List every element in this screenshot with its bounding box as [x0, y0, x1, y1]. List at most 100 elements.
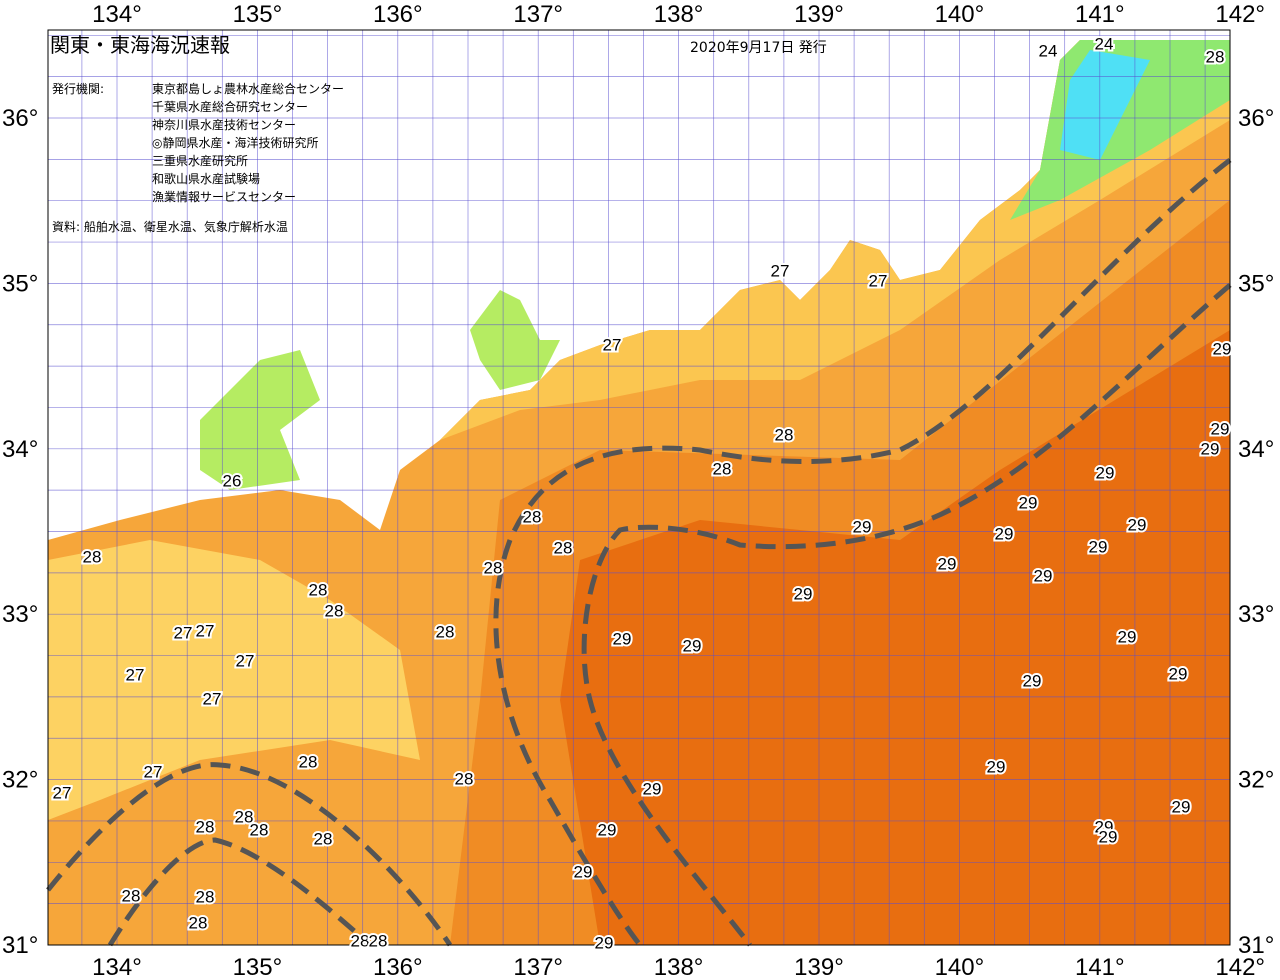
lon-label: 140° [935, 1, 985, 28]
issuer: 漁業情報サービスセンター [152, 190, 296, 204]
contour-label: 28 [235, 807, 254, 826]
eddy-path [46, 762, 453, 947]
map-frame [47, 29, 1231, 946]
contour-label: 29 [643, 779, 662, 798]
issuer: 東京都島しょ農林水産総合センター [152, 81, 344, 96]
contour-label: 28 [351, 931, 370, 950]
contour-label: 27 [203, 689, 222, 708]
contour-label: 28 [484, 558, 503, 577]
contour-label: 29 [683, 636, 702, 655]
lat-label: 33° [2, 601, 38, 628]
contour-label: 28 [1206, 47, 1225, 66]
contour-label: 28 [455, 769, 474, 788]
warmest-water [560, 330, 1230, 945]
contour-label: 27 [869, 271, 888, 290]
lat-label: 33° [1238, 601, 1274, 628]
contour-label: 29 [794, 584, 813, 603]
contour-label: 27 [53, 783, 72, 802]
contour-label: 28 [523, 507, 542, 526]
current-axis [46, 158, 1232, 947]
lat-label: 36° [2, 105, 38, 132]
contour-label: 29 [1089, 537, 1108, 556]
contour-label: 29 [1034, 566, 1053, 585]
contour-label: 27 [603, 335, 622, 354]
grid [48, 30, 1230, 945]
coastal-water [440, 40, 1230, 440]
lon-label: 141° [1075, 954, 1125, 980]
lon-label: 138° [654, 1, 704, 28]
lon-label: 134° [92, 954, 142, 980]
lon-label: 136° [373, 954, 423, 980]
issuer: 神奈川県水産技術センター [152, 117, 296, 132]
cold-water [1060, 50, 1150, 160]
contour-label: 28 [299, 752, 318, 771]
contour-label: 24 [1039, 41, 1058, 60]
contour-label: 29 [1019, 493, 1038, 512]
contour-label: 29 [1023, 671, 1042, 690]
lat-label: 35° [1238, 270, 1274, 297]
lon-label: 134° [92, 1, 142, 28]
lon-label: 135° [233, 954, 283, 980]
kuroshio-path [493, 158, 1232, 947]
issuer-label: 発行機関: [52, 81, 104, 96]
contour-label: 29 [938, 554, 957, 573]
kuroshio-path [581, 283, 1232, 947]
contour-label: 27 [126, 665, 145, 684]
lat-label: 32° [1238, 767, 1274, 794]
issuer: 和歌山県水産試験場 [152, 171, 260, 186]
contour-label: 29 [1211, 419, 1230, 438]
lat-label: 34° [1238, 436, 1274, 463]
contour-label: 28 [314, 829, 333, 848]
contour-label: 26 [223, 471, 242, 490]
contour-label: 29 [1169, 664, 1188, 683]
lat-label: 36° [1238, 105, 1274, 132]
contour-label: 29 [1172, 797, 1191, 816]
contour-label: 29 [1118, 627, 1137, 646]
lon-label: 139° [794, 954, 844, 980]
contour-label: 28 [309, 580, 328, 599]
contour-label: 28 [775, 425, 794, 444]
contour-label: 28 [554, 538, 573, 557]
contour-label: 29 [595, 933, 614, 952]
lon-label: 142° [1215, 954, 1265, 980]
lon-label: 137° [513, 954, 563, 980]
issue-date: 2020年9月17日 発行 [690, 40, 827, 56]
contour-label: 28 [250, 820, 269, 839]
lon-label: 139° [794, 1, 844, 28]
issuer: ◎静岡県水産・海洋技術研究所 [152, 135, 318, 150]
issuer: 三重県水産研究所 [152, 153, 248, 168]
shelf-water [48, 540, 420, 820]
lon-label: 138° [654, 954, 704, 980]
contour-label: 27 [196, 621, 215, 640]
lat-label: 31° [2, 932, 38, 959]
lat-label: 32° [2, 767, 38, 794]
bay-water [470, 290, 560, 390]
issuer: 千葉県水産総合研究センター [152, 99, 308, 114]
contour-label: 29 [987, 757, 1006, 776]
lon-label: 142° [1215, 1, 1265, 28]
lat-label: 31° [1238, 932, 1274, 959]
eddy-path [107, 837, 372, 947]
contour-label: 27 [771, 261, 790, 280]
lon-label: 137° [513, 1, 563, 28]
contour-label: 27 [144, 762, 163, 781]
contour-label: 27 [236, 651, 255, 670]
contour-label: 29 [574, 862, 593, 881]
contour-label: 29 [995, 524, 1014, 543]
lat-label: 35° [2, 270, 38, 297]
bay-water [200, 350, 320, 490]
contour-label: 28 [122, 886, 141, 905]
lon-label: 135° [233, 1, 283, 28]
contour-label: 28 [196, 887, 215, 906]
source: 資料: 船舶水温、衛星水温、気象庁解析水温 [52, 219, 288, 234]
contour-label: 28 [196, 817, 215, 836]
contour-label: 29 [598, 820, 617, 839]
lon-label: 141° [1075, 1, 1125, 28]
lat-label: 34° [2, 436, 38, 463]
contour-label: 29 [1128, 515, 1147, 534]
lon-label: 140° [935, 954, 985, 980]
contour-label: 29 [1099, 827, 1118, 846]
title: 関東・東海海況速報 [50, 33, 230, 57]
